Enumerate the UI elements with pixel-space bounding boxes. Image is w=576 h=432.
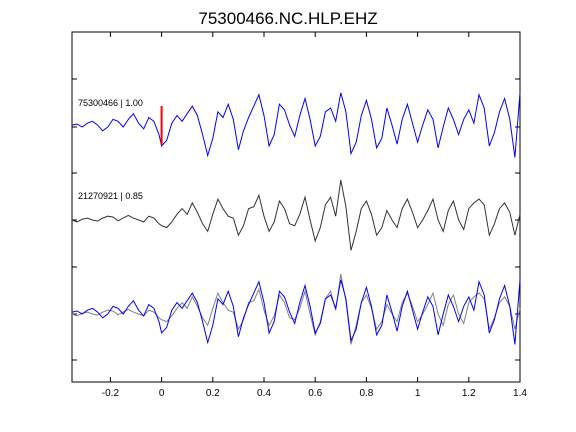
overlay-trace-match (71, 274, 521, 345)
chart-title: 75300466.NC.HLP.EHZ (198, 9, 377, 28)
x-tick-label: 0.2 (206, 388, 220, 399)
trace-match (71, 180, 521, 251)
plot-frame (71, 31, 521, 383)
x-tick-label: 0.8 (359, 388, 373, 399)
x-tick-label: -0.2 (102, 388, 120, 399)
x-tick-label: 1.2 (462, 388, 476, 399)
x-axis-ticks (109, 32, 521, 382)
x-tick-label: 0 (159, 388, 165, 399)
x-tick-label: 0.4 (257, 388, 271, 399)
trace-labels: 75300466 | 1.00 21270921 | 0.85 (78, 98, 143, 201)
x-tick-label: 0.6 (308, 388, 322, 399)
overlay-trace-template (71, 279, 521, 345)
trace-label: 75300466 | 1.00 (78, 98, 143, 108)
trace-label: 21270921 | 0.85 (78, 191, 143, 201)
trace-template (71, 92, 521, 158)
x-tick-label: 1.4 (513, 388, 527, 399)
trace-lines (71, 92, 521, 345)
x-axis-tick-labels: -0.2 0 0.2 0.4 0.6 0.8 1 1.2 1.4 (102, 388, 528, 399)
x-tick-label: 1 (415, 388, 421, 399)
